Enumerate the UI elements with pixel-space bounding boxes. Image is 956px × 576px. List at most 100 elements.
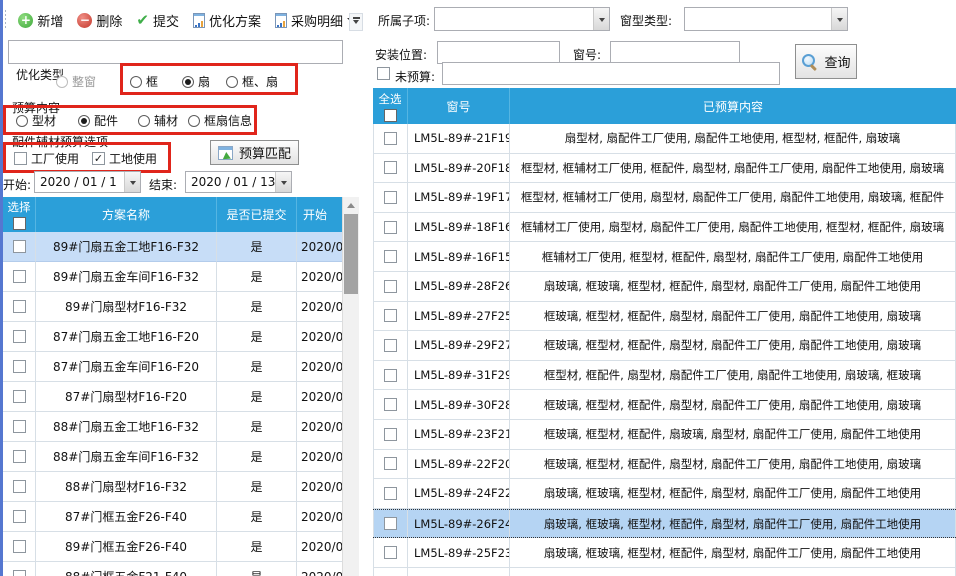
radio-control[interactable] <box>78 114 90 127</box>
row-checkbox[interactable] <box>384 309 397 323</box>
radio-control[interactable] <box>138 114 150 127</box>
table-row[interactable]: 89#门框五金F26-F40 是 2020/0 <box>3 532 342 562</box>
query-button[interactable]: 查询 <box>795 44 857 79</box>
radio-option[interactable]: 框扇信息 <box>188 112 252 129</box>
row-checkbox[interactable] <box>12 330 26 343</box>
radio-control[interactable] <box>56 75 68 88</box>
table-row[interactable]: LM5L-89#-22F20 框玻璃, 框型材, 框配件, 扇型材, 扇配件工厂使… <box>373 449 956 480</box>
date-start-picker[interactable]: 2020 / 01 / 1 <box>34 171 141 193</box>
table-row[interactable]: LM5L-89#-29F27 框玻璃, 框型材, 框配件, 扇型材, 扇配件工厂使… <box>373 331 956 361</box>
row-checkbox[interactable] <box>12 360 26 373</box>
chevron-down-icon[interactable] <box>124 172 140 192</box>
table-row[interactable]: 89#门扇五金工地F16-F32 是 2020/0 <box>3 232 342 262</box>
row-checkbox[interactable] <box>384 279 397 293</box>
table-row[interactable]: LM5L-89#-24F22 扇玻璃, 框玻璃, 框型材, 框配件, 扇型材, 扇… <box>373 479 956 509</box>
table-row[interactable]: 89#门扇型材F16-F32 是 2020/0 <box>3 292 342 322</box>
row-checkbox[interactable] <box>12 300 26 313</box>
table-row[interactable]: 88#门扇五金工地F16-F32 是 2020/0 <box>3 412 342 442</box>
table-row[interactable]: LM5L-89#-30F28 框玻璃, 框型材, 框配件, 扇型材, 扇配件工厂使… <box>373 390 956 420</box>
select-all-checkbox[interactable] <box>383 108 397 122</box>
not-budgeted-checkbox[interactable] <box>377 67 390 80</box>
row-checkbox[interactable] <box>384 546 397 560</box>
table-row[interactable]: LM5L-89#-28F26 扇玻璃, 框玻璃, 框型材, 框配件, 扇型材, 扇… <box>373 271 956 302</box>
row-checkbox[interactable] <box>384 427 397 441</box>
row-checkbox[interactable] <box>384 398 397 412</box>
table-row[interactable]: LM5L-89#-27F25 框玻璃, 框型材, 框配件, 扇型材, 扇配件工厂使… <box>373 301 956 332</box>
row-checkbox[interactable] <box>384 486 397 500</box>
radio-option[interactable]: 框 <box>130 73 158 90</box>
radio-control[interactable] <box>16 114 28 127</box>
table-row[interactable]: 87#门扇型材F16-F20 是 2020/0 <box>3 382 342 412</box>
add-button[interactable]: + 新增 <box>16 9 65 32</box>
chevron-down-icon[interactable] <box>593 8 609 30</box>
toolbar-grip[interactable] <box>5 10 7 30</box>
table-row[interactable]: LM5L-89#-25F23 扇玻璃, 框玻璃, 框型材, 框配件, 扇型材, 扇… <box>373 538 956 568</box>
row-checkbox[interactable] <box>12 450 26 463</box>
row-checkbox[interactable] <box>384 131 397 145</box>
row-checkbox[interactable] <box>384 190 397 204</box>
sub-item-select[interactable] <box>434 7 610 31</box>
not-budgeted-input[interactable] <box>442 62 780 85</box>
plan-search-input[interactable] <box>8 40 343 64</box>
row-checkbox[interactable] <box>384 220 397 234</box>
radio-option[interactable]: 扇 <box>182 73 210 90</box>
radio-option[interactable]: 型材 <box>16 112 56 129</box>
radio-option[interactable]: 整窗 <box>56 73 96 90</box>
row-checkbox[interactable] <box>12 420 26 433</box>
install-pos-input[interactable] <box>437 41 560 64</box>
radio-control[interactable] <box>130 75 142 88</box>
plan-table-scrollbar[interactable] <box>342 197 359 576</box>
left-splitter[interactable] <box>0 0 3 576</box>
checkbox-control[interactable] <box>14 152 27 165</box>
budget-match-button[interactable]: 预算匹配 <box>210 140 299 165</box>
row-checkbox[interactable] <box>12 240 26 253</box>
row-checkbox[interactable] <box>384 250 397 264</box>
submit-button[interactable]: ✔ 提交 <box>134 9 181 32</box>
table-row[interactable]: LM5L-89#-31F29 框型材, 框配件, 扇型材, 扇配件工厂使用, 扇配… <box>373 360 956 391</box>
plan-header-start[interactable]: 开始 <box>303 208 328 222</box>
radio-control[interactable] <box>188 114 200 127</box>
table-row[interactable]: 87#门扇五金工地F16-F20 是 2020/0 <box>3 322 342 352</box>
radio-option[interactable]: 配件 <box>78 112 118 129</box>
purchase-detail-button[interactable]: 采购明细 <box>273 9 357 32</box>
radio-option[interactable]: 框、扇 <box>226 73 278 90</box>
row-checkbox[interactable] <box>12 480 26 493</box>
checkbox-control[interactable] <box>92 152 105 165</box>
row-checkbox[interactable] <box>384 457 397 471</box>
row-checkbox[interactable] <box>12 390 26 403</box>
row-checkbox[interactable] <box>12 570 26 576</box>
table-row[interactable]: LM5L-89#-23F21 框玻璃, 框型材, 框配件, 扇玻璃, 扇型材, 扇… <box>373 419 956 450</box>
row-checkbox[interactable] <box>384 338 397 352</box>
table-row[interactable]: LM5L-89#-19F17 框型材, 框辅材工厂使用, 扇型材, 扇配件工厂使用… <box>373 183 956 213</box>
checkbox-option[interactable]: 工厂使用 <box>14 150 79 167</box>
table-row[interactable]: 88#门扇型材F16-F32 是 2020/0 <box>3 472 342 502</box>
table-row[interactable]: LM5L-89#-20F18 框型材, 框辅材工厂使用, 框配件, 扇型材, 扇配… <box>373 153 956 184</box>
plan-header-submitted[interactable]: 是否已提交 <box>217 197 297 232</box>
row-checkbox[interactable] <box>12 510 26 523</box>
optimize-plan-button[interactable]: 优化方案 <box>191 9 263 32</box>
table-row[interactable]: LM5L-89#-16F15 框辅材工厂使用, 框型材, 框配件, 扇型材, 扇配… <box>373 242 956 272</box>
scrollbar-thumb[interactable] <box>344 214 358 294</box>
scroll-up-button[interactable] <box>343 197 359 214</box>
chevron-down-icon[interactable] <box>831 8 847 30</box>
window-header-no[interactable]: 窗号 <box>408 88 510 124</box>
delete-button[interactable]: − 删除 <box>75 9 124 32</box>
window-no-input[interactable] <box>610 41 740 64</box>
row-checkbox[interactable] <box>12 270 26 283</box>
toolbar-overflow-button[interactable] <box>349 13 363 31</box>
radio-option[interactable]: 辅材 <box>138 112 178 129</box>
window-header-content[interactable]: 已预算内容 <box>702 99 763 114</box>
date-end-picker[interactable]: 2020 / 01 / 13 <box>185 171 292 193</box>
checkbox-option[interactable]: 工地使用 <box>92 150 157 167</box>
table-row[interactable]: 88#门扇五金车间F16-F32 是 2020/0 <box>3 442 342 472</box>
row-checkbox[interactable] <box>12 540 26 553</box>
table-row[interactable]: LM5L-89#-18F16 框辅材工厂使用, 扇型材, 扇配件工厂使用, 扇配件… <box>373 212 956 243</box>
chevron-down-icon[interactable] <box>275 172 291 192</box>
radio-control[interactable] <box>182 75 194 88</box>
select-all-checkbox[interactable] <box>12 217 26 230</box>
window-type-select[interactable] <box>684 7 848 31</box>
row-checkbox[interactable] <box>384 161 397 175</box>
table-row[interactable]: LM5L-89#-26F24 扇玻璃, 框玻璃, 框型材, 框配件, 扇型材, 扇… <box>373 508 956 539</box>
table-row[interactable]: 87#门扇五金车间F16-F20 是 2020/0 <box>3 352 342 382</box>
